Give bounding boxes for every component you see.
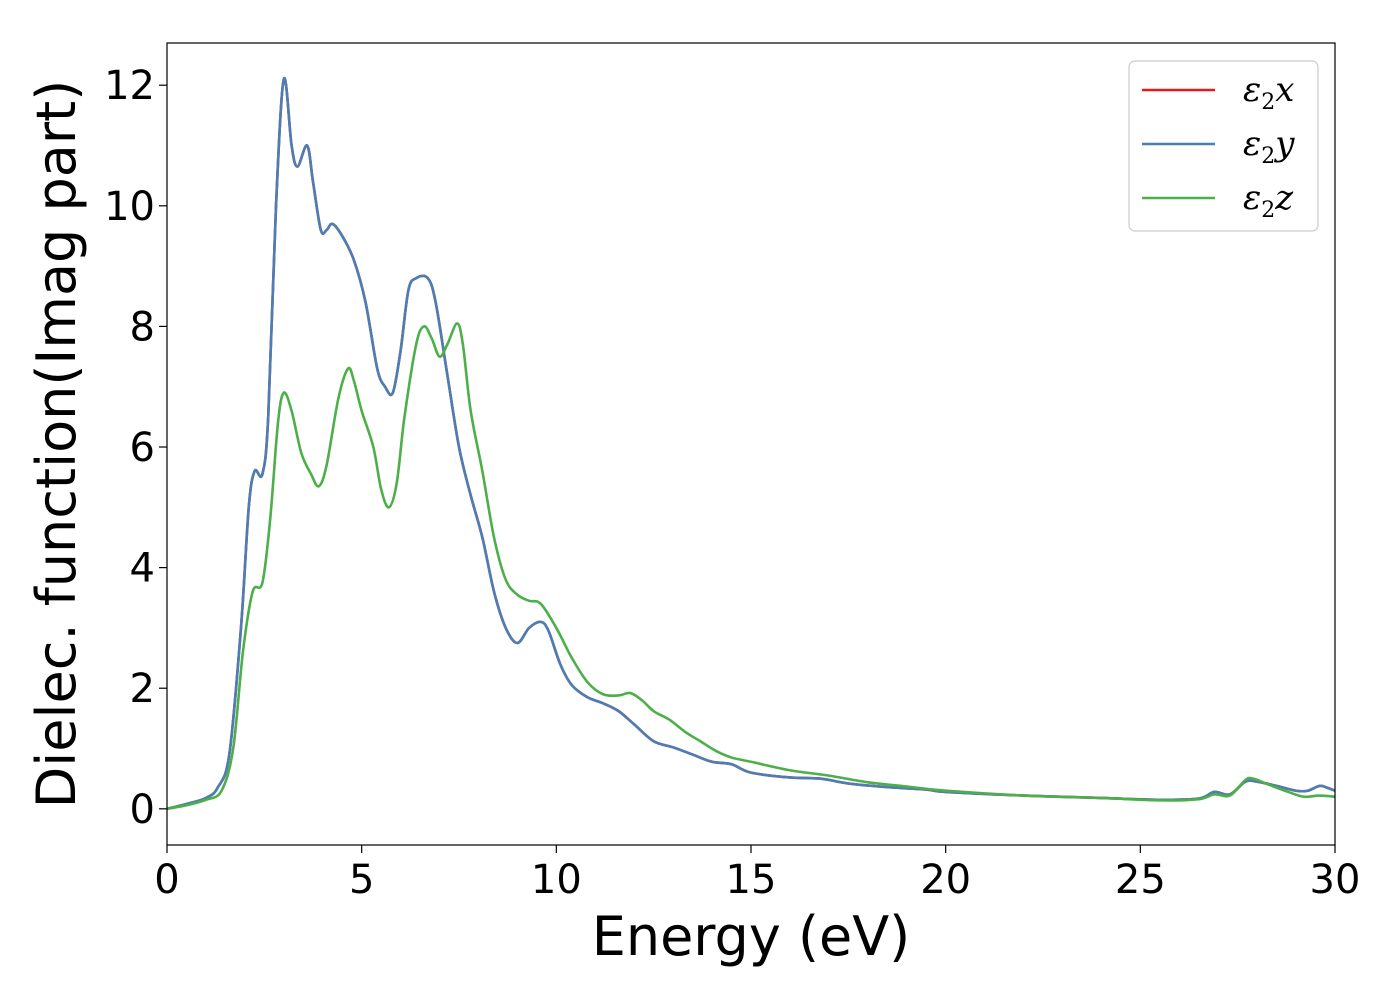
x-tick-label: 10: [531, 857, 582, 903]
x-tick-label: 5: [349, 857, 374, 903]
y-tick-label: 4: [130, 546, 155, 592]
legend-label-y: ε2y: [1243, 124, 1295, 169]
x-tick-label: 20: [920, 857, 971, 903]
x-tick-label: 15: [726, 857, 777, 903]
y-tick-label: 8: [130, 304, 155, 350]
legend-label-z: ε2z: [1243, 178, 1294, 223]
x-tick-label: 0: [154, 857, 179, 903]
legend-frame: [1128, 60, 1319, 232]
x-axis: 0 5 10 15 20 25 30: [154, 845, 1360, 903]
x-tick-label: 25: [1115, 857, 1166, 903]
y-axis: 0 2 4 6 8 10 12: [104, 63, 167, 833]
y-tick-label: 0: [130, 787, 155, 833]
y-tick-label: 12: [104, 63, 155, 109]
series-line-z: [167, 322, 1335, 811]
x-tick-label: 30: [1310, 857, 1361, 903]
legend: ε2x ε2y ε2z: [1128, 60, 1319, 232]
y-tick-label: 6: [130, 425, 155, 471]
legend-label-x: ε2x: [1243, 70, 1294, 115]
y-axis-title: Dielec. function(Imag part): [25, 80, 88, 809]
plot-lines: [167, 76, 1335, 811]
y-tick-label: 2: [130, 666, 155, 712]
x-axis-title: Energy (eV): [592, 905, 911, 968]
y-tick-label: 10: [104, 184, 155, 230]
